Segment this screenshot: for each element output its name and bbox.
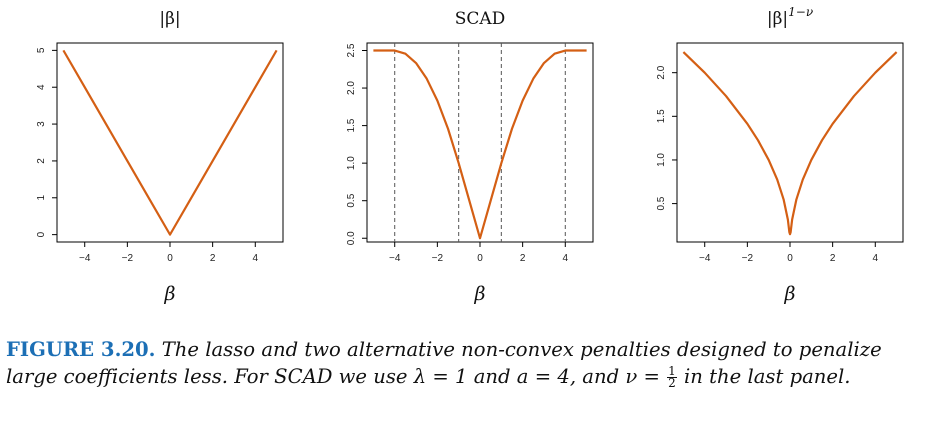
panel-2-xtick-label-5: 4 — [563, 253, 569, 264]
panel-2-ytick-label-6: 2.5 — [346, 43, 357, 57]
panel-3-xtick-label-2: −2 — [742, 253, 754, 264]
panel-2-xtick-label-2: −2 — [432, 253, 444, 264]
panel-2-xlabel: β — [474, 283, 486, 305]
panel-2-ytick-label-5: 2.0 — [346, 81, 357, 95]
panel-2-xtick-label-1: −4 — [389, 253, 401, 264]
panel-1-xtick-label-4: 2 — [210, 253, 216, 264]
panel-3-xtick-label-4: 2 — [830, 253, 836, 264]
figure-panels: −4 −2 0 2 4 0 1 2 3 4 5 |β| β −4 −2 0 2 4 0.0 0.5 1.0 1.5 2.0 2… — [36, 5, 904, 305]
caption-label: FIGURE 3.20. — [6, 338, 156, 361]
panel-3-ytick-label-1: 0.5 — [656, 196, 667, 210]
panel-3-series-line — [682, 51, 898, 236]
panel-3-xlabel: β — [784, 283, 796, 305]
caption-text-1: The lasso and two alternative non-convex… — [6, 338, 882, 388]
panel-2-xtick-label-4: 2 — [520, 253, 526, 264]
panel-1-xlabel: β — [164, 283, 176, 305]
panel-3-frame — [676, 42, 904, 243]
panel-1-xtick-label-5: 4 — [253, 253, 259, 264]
panel-2-series-line — [373, 49, 587, 240]
panel-2-ytick-label-3: 1.0 — [346, 156, 357, 170]
panel-3-title: |β|1−ν — [767, 5, 813, 29]
figure: −4 −2 0 2 4 0 1 2 3 4 5 |β| β −4 −2 0 2 4 0.0 0.5 1.0 1.5 2.0 2… — [36, 5, 904, 305]
panel-1-xtick-label-2: −2 — [122, 253, 134, 264]
panel-1-ytick-label-5: 4 — [36, 84, 47, 90]
panel-2-frame — [366, 42, 594, 243]
panel-1-frame — [56, 42, 284, 243]
panel-1-ytick-label-1: 0 — [36, 231, 47, 237]
panel-3-xtick-label-1: −4 — [699, 253, 711, 264]
panel-2-ytick-label-1: 0.0 — [346, 231, 357, 245]
panel-2-ytick-label-4: 1.5 — [346, 118, 357, 132]
panel-1-ytick-label-4: 3 — [36, 121, 47, 127]
panel-1-ytick-label-2: 1 — [36, 195, 47, 201]
panel-1-xtick-label-1: −4 — [79, 253, 91, 264]
figure-caption: FIGURE 3.20. The lasso and two alternati… — [6, 336, 934, 390]
panel-3-title-superscript: 1−ν — [788, 5, 813, 19]
panel-3-ytick-label-3: 1.5 — [656, 109, 667, 123]
panel-1-xtick-label-3: 0 — [167, 253, 173, 264]
caption-text-2: in the last panel. — [684, 365, 851, 388]
panel-1-title: |β| — [159, 9, 180, 29]
panel-2-title: SCAD — [455, 9, 506, 29]
panel-3-ytick-label-4: 2.0 — [656, 65, 667, 79]
panel-2-ytick-label-2: 0.5 — [346, 193, 357, 207]
panel-3-xtick-label-3: 0 — [787, 253, 793, 264]
panel-1-ytick-label-6: 5 — [36, 47, 47, 53]
panel-2-xtick-label-3: 0 — [477, 253, 483, 264]
panel-3-xtick-label-5: 4 — [873, 253, 879, 264]
panel-1-series-line — [62, 49, 278, 236]
panel-1-ytick-label-3: 2 — [36, 158, 47, 164]
caption-frac-num: 1 — [667, 364, 677, 378]
caption-frac-den: 2 — [668, 376, 676, 390]
panel-3-ytick-label-2: 1.0 — [656, 153, 667, 167]
